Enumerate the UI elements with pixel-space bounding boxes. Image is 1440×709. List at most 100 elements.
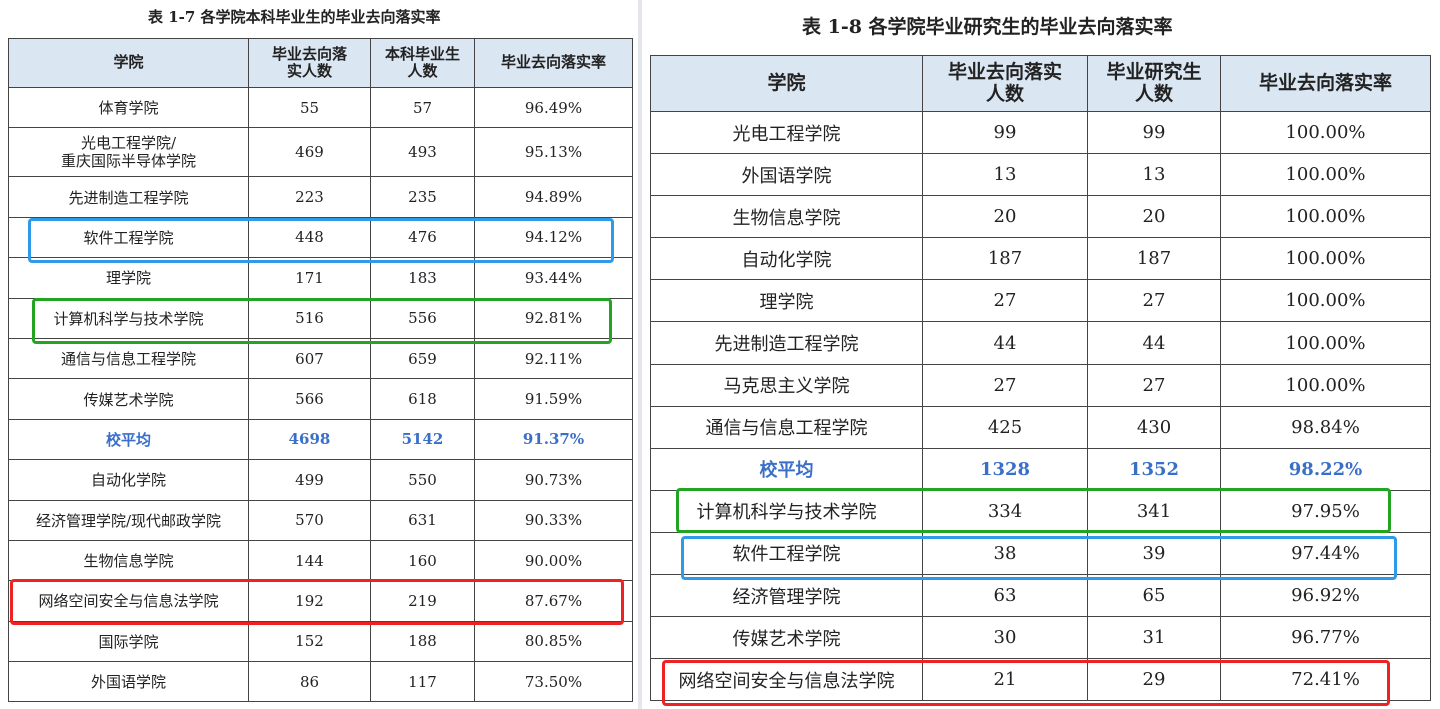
school-name-cell: 校平均 [8,418,249,461]
value-cell: 20 [922,195,1088,239]
value-cell: 30 [922,616,1088,660]
table-row: 体育学院 55 57 96.49% [8,86,633,129]
value-cell: 152 [248,620,371,663]
value-cell: 187 [1087,237,1221,281]
value-cell: 219 [370,580,475,622]
column-header: 毕业研究生 人数 [1087,55,1221,112]
school-name-cell: 先进制造工程学院 [650,321,923,365]
school-name-cell: 传媒艺术学院 [8,378,249,420]
column-header: 毕业去向落 实人数 [248,38,371,88]
value-cell: 117 [370,661,475,703]
value-cell: 100.00% [1220,237,1431,281]
value-cell: 550 [370,459,475,501]
value-cell: 100.00% [1220,321,1431,365]
undergraduate-table-panel: 表 1-7 各学院本科毕业生的毕业去向落实率 学院 毕业去向落 实人数 本科毕业生 … [0,0,640,709]
header-row: 学院 毕业去向落 实人数 本科毕业生 人数 毕业去向落实率 [8,38,633,88]
school-name-cell: 理学院 [8,257,249,299]
column-header: 毕业去向落实率 [474,38,633,88]
value-cell: 235 [370,176,475,218]
value-cell: 21 [922,658,1088,702]
column-header: 毕业去向落实率 [1220,55,1431,112]
school-name-cell: 外国语学院 [650,153,923,197]
table-row: 计算机科学与技术学院 334 341 97.95% [650,489,1431,533]
value-cell: 90.00% [474,539,633,582]
value-cell: 80.85% [474,620,633,663]
value-cell: 94.89% [474,176,633,218]
value-cell: 98.84% [1220,405,1431,449]
value-cell: 448 [248,216,371,259]
table-row: 国际学院 152 188 80.85% [8,620,633,663]
value-cell: 100.00% [1220,153,1431,197]
value-cell: 223 [248,176,371,218]
value-cell: 192 [248,580,371,622]
value-cell: 39 [1087,531,1221,576]
school-name-cell: 软件工程学院 [8,216,249,259]
table-row: 传媒艺术学院 30 31 96.77% [650,616,1431,660]
table-row: 理学院 171 183 93.44% [8,257,633,299]
value-cell: 4698 [248,418,371,461]
value-cell: 1328 [922,447,1088,491]
value-cell: 44 [922,321,1088,365]
column-header: 学院 [650,55,923,112]
value-cell: 187 [922,237,1088,281]
school-name-cell: 国际学院 [8,620,249,663]
value-cell: 183 [370,257,475,299]
value-cell: 65 [1087,574,1221,618]
table-row: 外国语学院 13 13 100.00% [650,153,1431,197]
value-cell: 469 [248,127,371,178]
value-cell: 618 [370,378,475,420]
value-cell: 63 [922,574,1088,618]
school-name-cell: 先进制造工程学院 [8,176,249,218]
value-cell: 100.00% [1220,279,1431,323]
value-cell: 92.81% [474,297,633,339]
value-cell: 20 [1087,195,1221,239]
value-cell: 341 [1087,489,1221,533]
table-row: 光电工程学院/ 重庆国际半导体学院 469 493 95.13% [8,127,633,178]
value-cell: 430 [1087,405,1221,449]
value-cell: 29 [1087,658,1221,702]
table-row: 自动化学院 499 550 90.73% [8,459,633,501]
table-caption: 表 1-8 各学院毕业研究生的毕业去向落实率 [802,16,1173,38]
value-cell: 556 [370,297,475,339]
value-cell: 13 [1087,153,1221,197]
undergraduate-placement-table: 学院 毕业去向落 实人数 本科毕业生 人数 毕业去向落实率 体育学院 55 57 96.49… [8,38,633,703]
header-row: 学院 毕业去向落实 人数 毕业研究生 人数 毕业去向落实率 [650,55,1431,112]
value-cell: 27 [922,279,1088,323]
value-cell: 100.00% [1220,363,1431,407]
value-cell: 99 [922,110,1088,155]
panel-divider [638,0,642,709]
table-row: 软件工程学院 38 39 97.44% [650,531,1431,576]
value-cell: 44 [1087,321,1221,365]
value-cell: 91.37% [474,418,633,461]
value-cell: 188 [370,620,475,663]
value-cell: 499 [248,459,371,501]
column-header: 毕业去向落实 人数 [922,55,1088,112]
school-name-cell: 经济管理学院/现代邮政学院 [8,499,249,541]
value-cell: 160 [370,539,475,582]
value-cell: 72.41% [1220,658,1431,702]
value-cell: 27 [922,363,1088,407]
column-header: 本科毕业生 人数 [370,38,475,88]
average-row: 校平均 1328 1352 98.22% [650,447,1431,491]
value-cell: 98.22% [1220,447,1431,491]
value-cell: 87.67% [474,580,633,622]
school-name-cell: 通信与信息工程学院 [650,405,923,449]
value-cell: 31 [1087,616,1221,660]
value-cell: 94.12% [474,216,633,259]
value-cell: 96.77% [1220,616,1431,660]
table-row: 传媒艺术学院 566 618 91.59% [8,378,633,420]
table-row: 理学院 27 27 100.00% [650,279,1431,323]
value-cell: 92.11% [474,337,633,380]
table-row: 自动化学院 187 187 100.00% [650,237,1431,281]
graduate-placement-table: 学院 毕业去向落实 人数 毕业研究生 人数 毕业去向落实率 光电工程学院 99 99 100… [650,55,1431,702]
school-name-cell: 网络空间安全与信息法学院 [8,580,249,622]
school-name-cell: 体育学院 [8,86,249,129]
table-row: 经济管理学院 63 65 96.92% [650,574,1431,618]
value-cell: 334 [922,489,1088,533]
value-cell: 144 [248,539,371,582]
school-name-cell: 外国语学院 [8,661,249,703]
school-name-cell: 光电工程学院 [650,110,923,155]
graduate-table-panel: 表 1-8 各学院毕业研究生的毕业去向落实率 学院 毕业去向落实 人数 毕业研究生 … [640,0,1440,709]
table-row: 网络空间安全与信息法学院 21 29 72.41% [650,658,1431,702]
value-cell: 100.00% [1220,195,1431,239]
